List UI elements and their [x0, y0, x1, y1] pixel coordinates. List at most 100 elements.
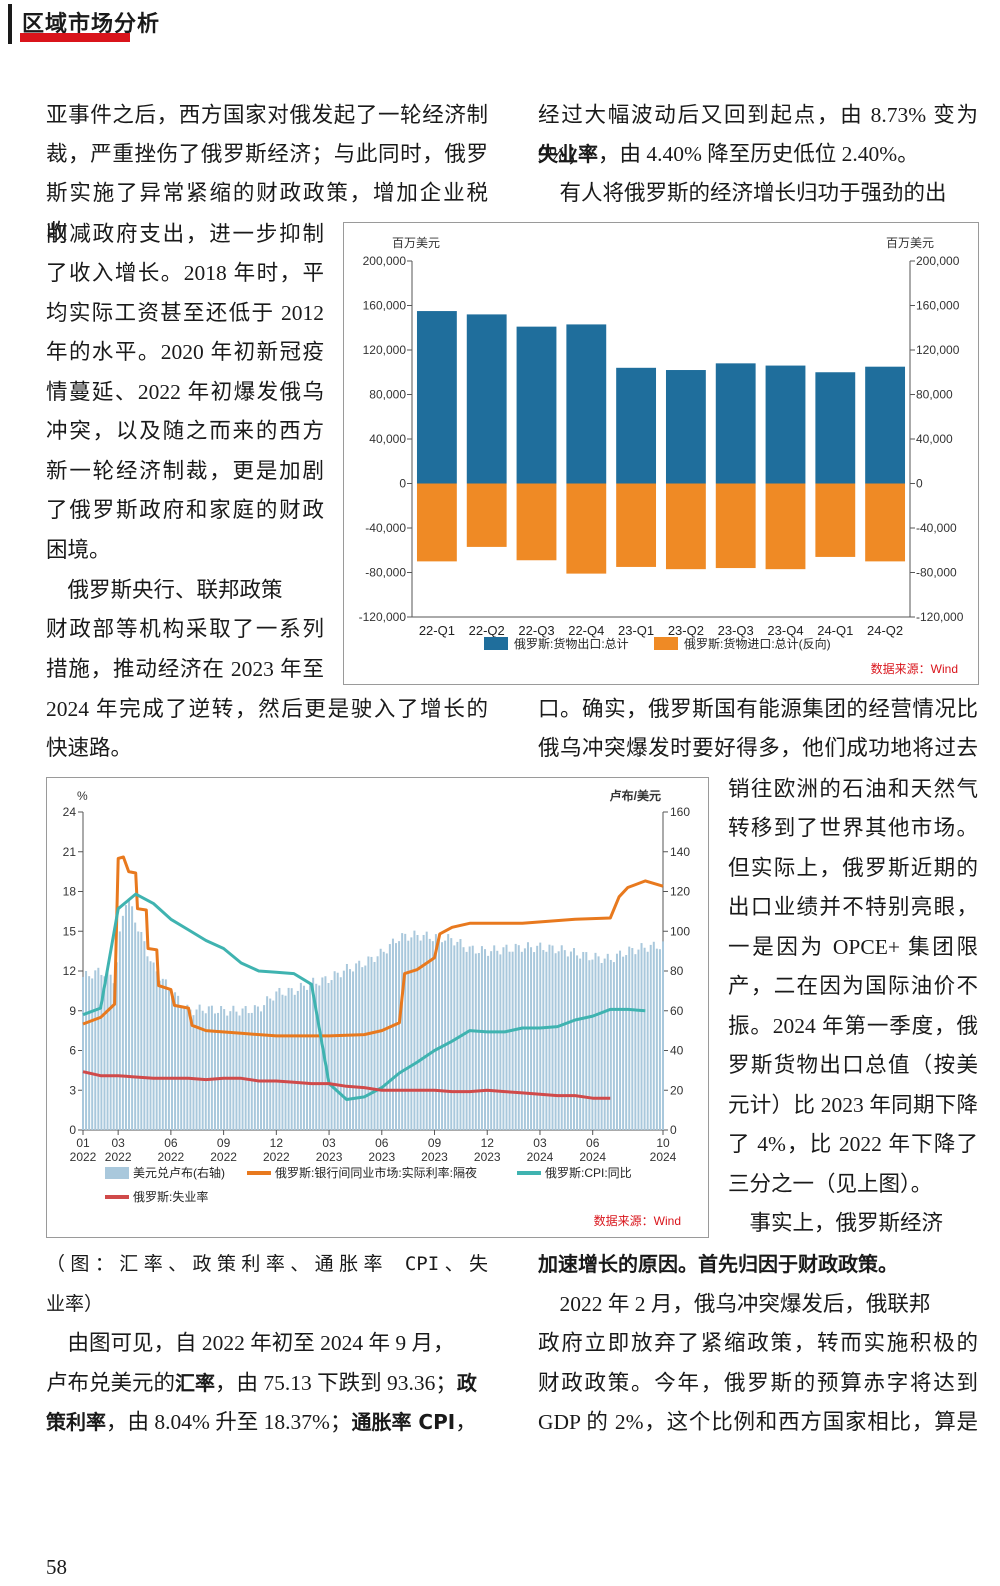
- series-line: [82, 1070, 611, 1100]
- exchange-rate-bar: [652, 941, 655, 1130]
- exchange-rate-bar: [545, 951, 548, 1130]
- y-tick-label-left: 40,000: [369, 432, 406, 446]
- exchange-rate-bar: [290, 988, 293, 1130]
- exchange-rate-bar: [404, 933, 407, 1130]
- y-tick-label-left: 0: [399, 477, 406, 491]
- y-tick-label-left: 9: [69, 1004, 76, 1018]
- legend-swatch: [484, 637, 508, 650]
- exchange-rate-bar: [250, 1012, 253, 1130]
- exchange-rate-bar: [453, 945, 456, 1130]
- exchange-rate-bar: [646, 951, 649, 1130]
- text-line: 2024 年完成了逆转，然后更是驶入了增长的: [46, 697, 488, 721]
- text-line: 俄乌冲突爆发时要好得多，他们成功地将过去: [538, 736, 978, 760]
- bar: [865, 483, 906, 562]
- text-line: 由图可见，自 2022 年初至 2024 年 9 月，: [46, 1331, 455, 1355]
- text-line: 2022 年 2 月，俄乌冲突爆发后，俄联邦: [538, 1292, 931, 1316]
- exchange-rate-bar: [370, 956, 373, 1130]
- y-tick-label-left: -80,000: [365, 566, 406, 580]
- x-tick-label-year: 2022: [70, 1150, 97, 1164]
- exchange-rate-bar: [468, 946, 471, 1130]
- exchange-rate-bar: [419, 940, 422, 1130]
- bar: [416, 483, 457, 562]
- exchange-rate-bar: [302, 985, 305, 1130]
- text-line: 困境。: [46, 538, 111, 562]
- exchange-rate-bar: [204, 1013, 207, 1130]
- y-tick-label-right: -80,000: [916, 566, 957, 580]
- x-tick-label: 23-Q3: [718, 623, 754, 638]
- exchange-rate-bar: [210, 1005, 213, 1130]
- exchange-rate-bar: [232, 1005, 235, 1130]
- exchange-rate-bar: [352, 971, 355, 1130]
- exchange-rate-bar: [612, 962, 615, 1130]
- exchange-rate-bar: [585, 952, 588, 1130]
- exchange-rate-bar: [422, 934, 425, 1130]
- exchange-rate-bar: [278, 987, 281, 1130]
- bar: [616, 483, 657, 567]
- exchange-rate-bar: [263, 1005, 266, 1130]
- exchange-rate-bar: [318, 985, 321, 1130]
- exchange-rate-bar: [560, 945, 563, 1130]
- exchange-rate-bar: [456, 941, 459, 1130]
- exchange-rate-bar: [88, 976, 91, 1130]
- exchange-rate-bar: [382, 951, 385, 1130]
- x-tick-label-year: 2022: [105, 1150, 132, 1164]
- y-tick-label-right: 200,000: [916, 254, 960, 268]
- exchange-rate-bar: [407, 940, 410, 1130]
- exchange-rate-bar: [600, 963, 603, 1130]
- exchange-rate-bar: [576, 955, 579, 1130]
- exchange-rate-bar: [566, 956, 569, 1130]
- exchange-rate-bar: [112, 983, 115, 1130]
- exchange-rate-bar: [306, 989, 309, 1130]
- exchange-rate-bar: [376, 956, 379, 1130]
- exchange-rate-bar: [536, 945, 539, 1130]
- exchange-rate-bar: [244, 1006, 247, 1130]
- exchange-rate-bar: [643, 947, 646, 1130]
- exchange-rate-bar: [259, 1011, 262, 1130]
- text-line: 情蔓延、2022 年初爆发俄乌: [46, 380, 324, 404]
- bar: [815, 372, 856, 484]
- text-line: 快速路。: [46, 736, 133, 760]
- exchange-rate-bar: [91, 978, 94, 1130]
- exchange-rate-bar: [345, 963, 348, 1130]
- exchange-rate-bar: [296, 990, 299, 1130]
- exchange-rate-bar: [548, 944, 551, 1130]
- bold-lead-line: 加速增长的原因。首先归因于财政政策。: [538, 1252, 898, 1276]
- exchange-rate-bar: [447, 934, 450, 1130]
- exchange-rate-bar: [579, 958, 582, 1130]
- bar: [466, 314, 507, 484]
- text-line: 销往欧洲的石油和天然气: [728, 777, 978, 801]
- y-tick-label-left: 200,000: [363, 254, 407, 268]
- exchange-rate-bar: [330, 980, 333, 1130]
- exchange-rate-bar: [401, 933, 404, 1130]
- exchange-rate-bar: [563, 950, 566, 1130]
- exchange-rate-bar: [146, 956, 149, 1130]
- exchange-rate-bar: [499, 954, 502, 1130]
- exchange-rate-bar: [391, 938, 394, 1130]
- exchange-rate-bar: [517, 945, 520, 1130]
- exchange-rate-bar: [152, 962, 155, 1130]
- exchange-rate-bar: [554, 953, 557, 1130]
- exchange-rate-bar: [186, 1004, 189, 1130]
- exchange-rate-bar: [189, 1009, 192, 1130]
- text-line: 产，二在因为国际油价不: [728, 974, 978, 998]
- text-line: 政府立即放弃了紧缩政策，转而实施积极的: [538, 1331, 978, 1355]
- x-tick-label-year: 2022: [158, 1150, 185, 1164]
- rates-line-chart: % 卢布/美元 24 21 18 15 12 9 6 3 0 160 140 120 100 80 60 40 20…: [46, 777, 709, 1238]
- text-line: 出口业绩并不特别亮眼，: [728, 895, 978, 919]
- y-tick-label-left: 80,000: [369, 388, 406, 402]
- exchange-rate-bar: [327, 983, 330, 1130]
- keyword-unemployment: 失业率: [538, 142, 598, 166]
- exchange-rate-bar: [484, 949, 487, 1130]
- exchange-rate-bar: [625, 955, 628, 1130]
- exchange-rate-bar: [523, 948, 526, 1130]
- exchange-rate-bar: [115, 962, 118, 1130]
- text-line: 均实际工资甚至还低于 2012: [46, 301, 324, 325]
- text-line: 转移到了世界其他市场。: [728, 816, 978, 840]
- exchange-rate-bar: [416, 935, 419, 1130]
- exchange-rate-bar: [256, 1006, 259, 1130]
- legend-label: 美元兑卢布(右轴): [133, 1165, 225, 1180]
- exchange-rate-bar: [364, 965, 367, 1130]
- exchange-rate-bar: [441, 942, 444, 1130]
- y-tick-label-right: 160,000: [916, 299, 960, 313]
- x-tick-label-month: 03: [111, 1136, 125, 1150]
